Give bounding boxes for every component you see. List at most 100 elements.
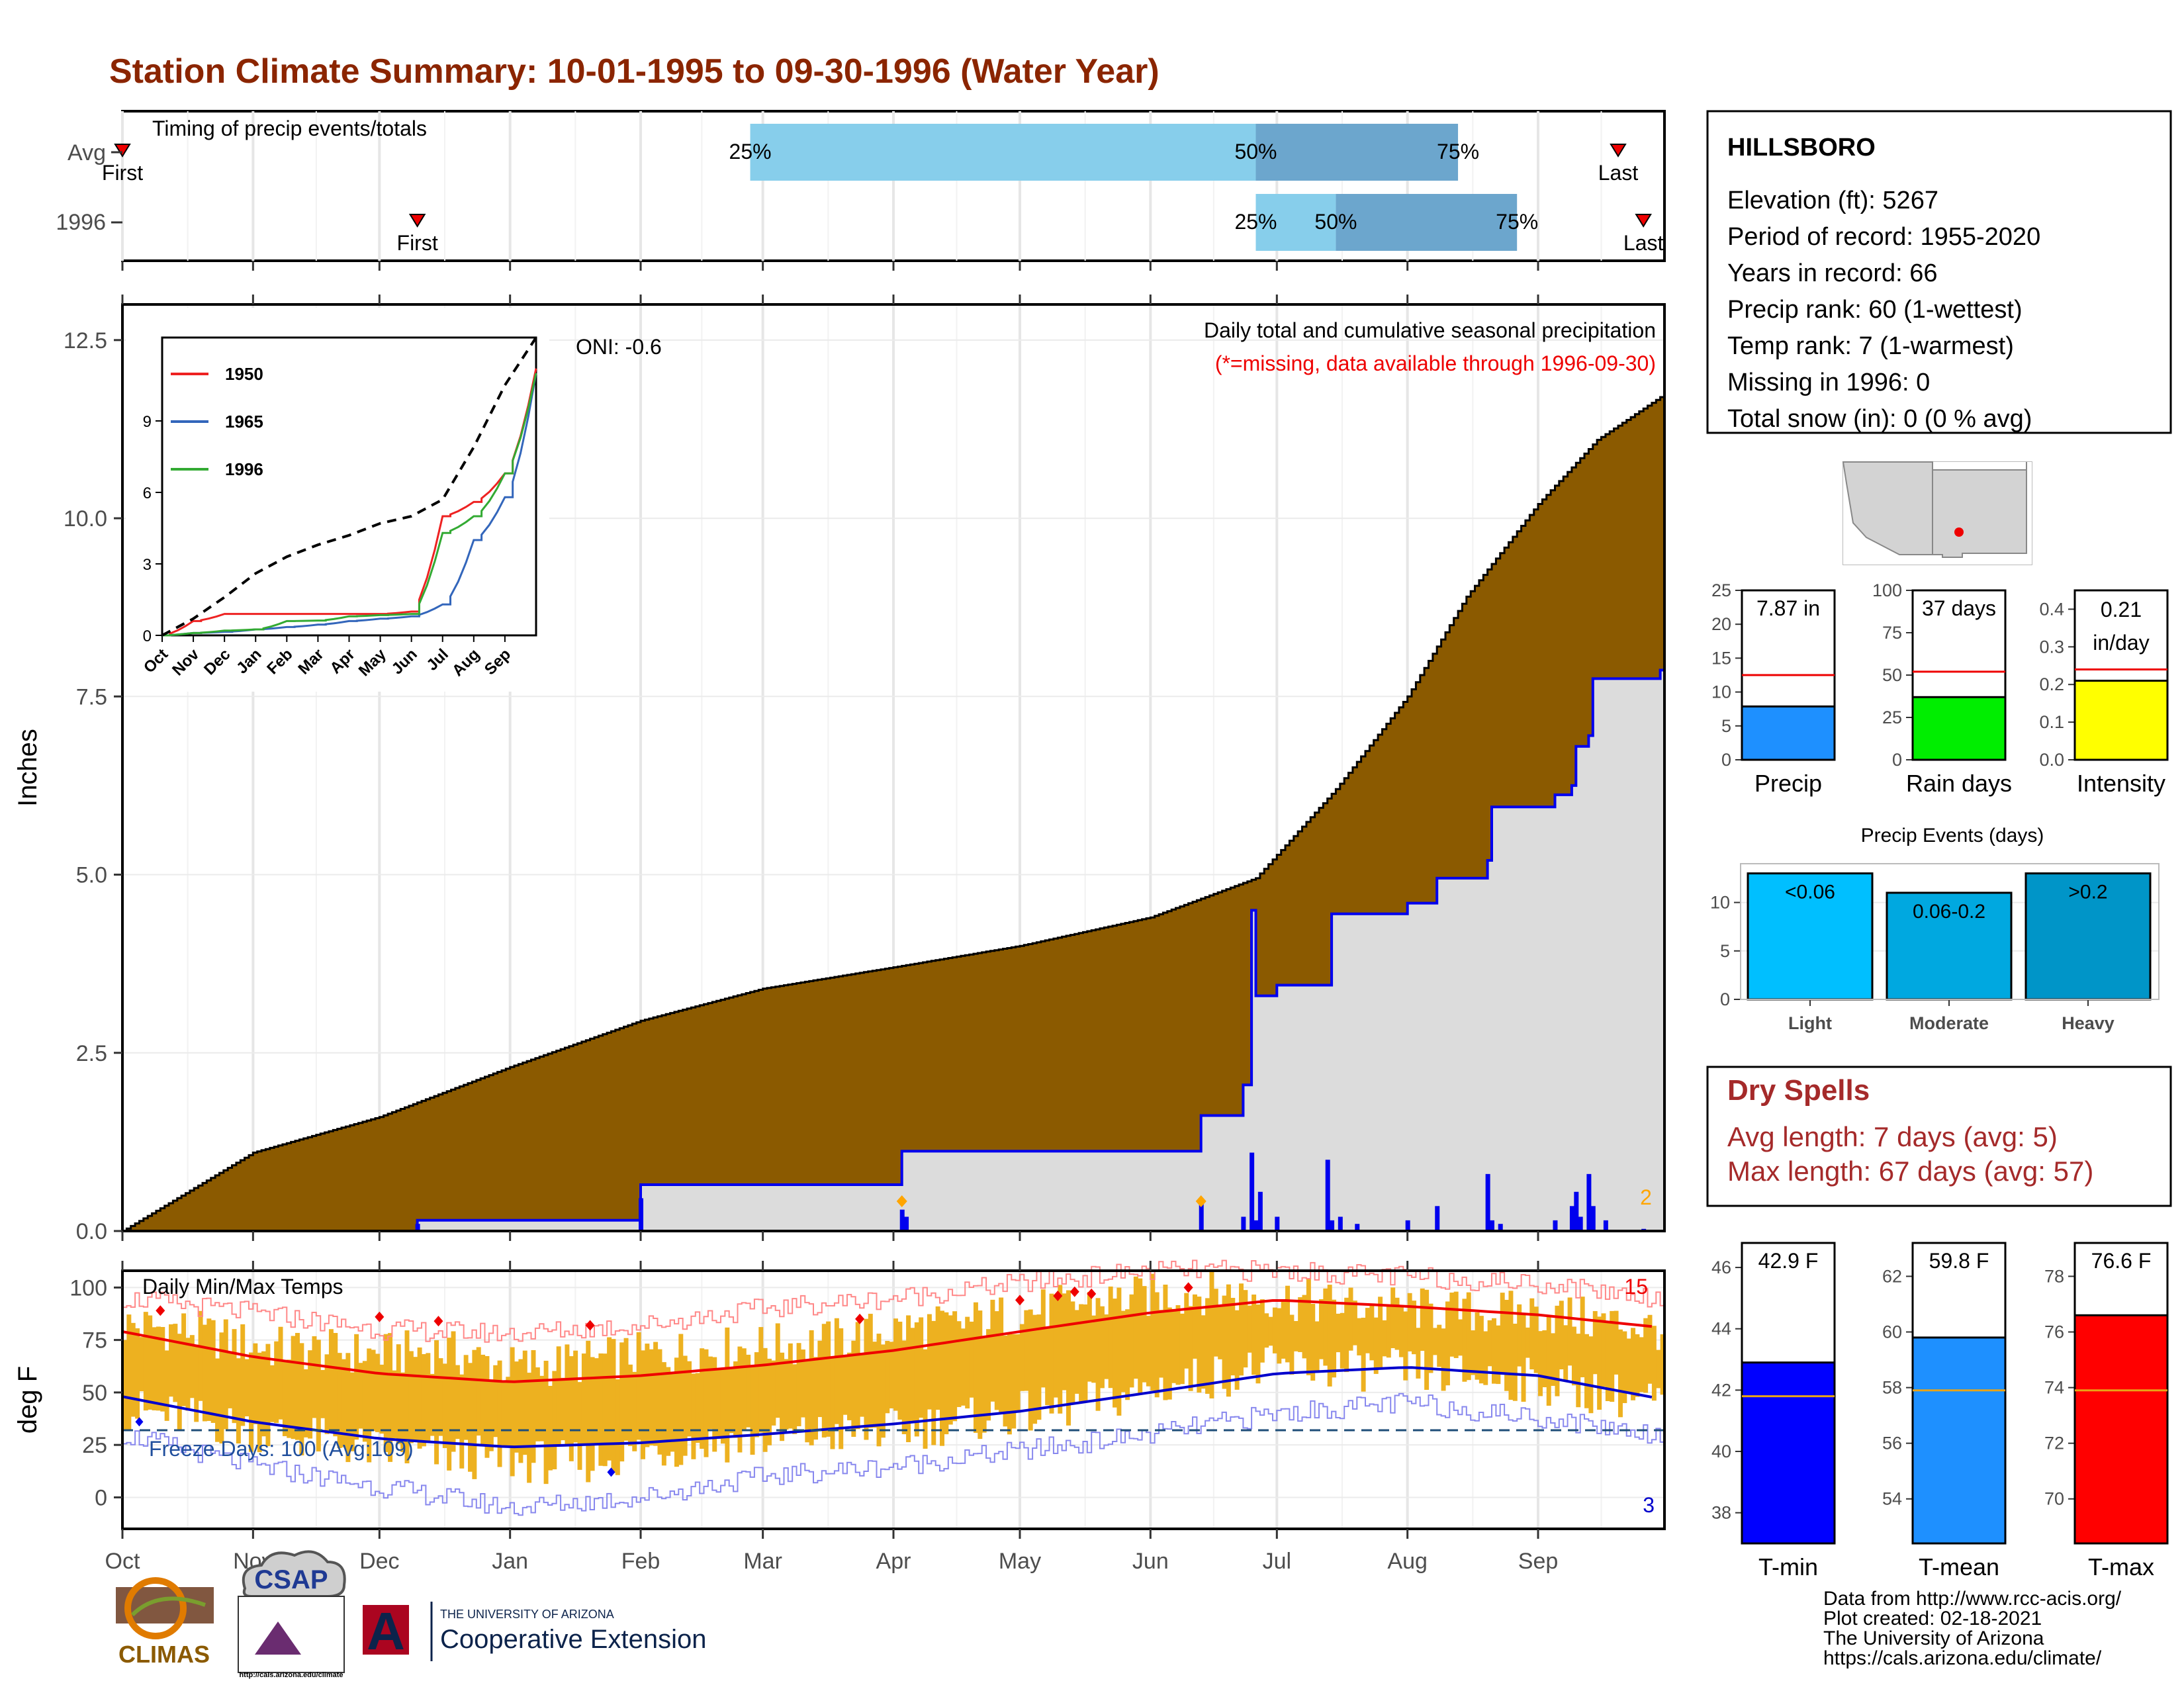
daily-temp-bar	[1259, 1299, 1265, 1363]
month-label: Oct	[105, 1549, 140, 1574]
stat-bar	[1911, 1336, 2007, 1545]
daily-temp-bar	[274, 1341, 279, 1424]
daily-temp-bar	[135, 1328, 140, 1419]
main-y-tick-label: 12.5	[64, 328, 107, 353]
daily-temp-bar	[295, 1332, 300, 1440]
climas-logo[interactable]: CLIMAS	[116, 1577, 214, 1668]
daily-temp-bar	[834, 1318, 839, 1424]
daily-temp-bar	[1563, 1325, 1569, 1381]
daily-temp-bar	[885, 1341, 890, 1414]
daily-temp-bar	[906, 1315, 911, 1443]
daily-temp-bar	[1344, 1297, 1349, 1373]
month-label: Feb	[621, 1549, 660, 1574]
daily-temp-bar	[1091, 1315, 1097, 1383]
inset-series-line	[162, 373, 537, 637]
daily-temp-bar	[1104, 1314, 1109, 1379]
daily-temp-bar	[1647, 1314, 1653, 1384]
season-cumulative-area	[122, 670, 1664, 1231]
timing-panel: Timing of precip events/totals Avg 1996 …	[56, 110, 1666, 262]
timing-marker-label: First	[397, 231, 438, 255]
timing-pct-label: 75%	[1437, 140, 1479, 163]
daily-temp-bar	[1125, 1309, 1130, 1400]
record-high-marker	[375, 1311, 385, 1322]
daily-temp-bar	[678, 1334, 684, 1465]
main-precip-panel: 0.0 2.5 5.0 7.5 10.0 12.5 Inches Daily total …	[13, 303, 1666, 1244]
daily-temp-bar	[522, 1350, 527, 1455]
daily-temp-bar	[1592, 1310, 1598, 1375]
daily-temp-bar	[1268, 1316, 1273, 1346]
daily-temp-bar	[316, 1340, 321, 1452]
daily-temp-bar	[1453, 1291, 1459, 1358]
ua-big-text: Cooperative Extension	[440, 1625, 706, 1654]
daily-temp-bar	[1500, 1293, 1505, 1373]
daily-temp-bar	[1407, 1293, 1412, 1351]
daily-temp-bar	[1622, 1331, 1627, 1403]
event-bar-label: >0.2	[2068, 882, 2107, 903]
daily-temp-bar	[788, 1343, 793, 1429]
daily-temp-bar	[1639, 1337, 1644, 1393]
temp-title: Daily Min/Max Temps	[142, 1275, 343, 1299]
daily-temp-bar	[303, 1369, 308, 1438]
daily-temp-bar	[561, 1377, 566, 1441]
daily-temp-bar	[1251, 1294, 1257, 1375]
temp-y-tick-label: 25	[82, 1433, 107, 1458]
daily-temp-bar	[1471, 1330, 1476, 1375]
daily-temp-bar	[780, 1352, 785, 1441]
month-label: Apr	[876, 1549, 911, 1574]
station-marker	[1954, 527, 1964, 537]
record-high-marker	[1053, 1291, 1063, 1302]
stat-tick-label: 25	[1882, 708, 1902, 727]
new-mexico-shape	[1932, 469, 2027, 558]
freeze-label: Freeze Days: 100 (Avg:109)	[149, 1437, 414, 1461]
stat-tick-label: 70	[2044, 1489, 2064, 1509]
daily-temp-bar	[1138, 1278, 1143, 1394]
daily-precip-bar	[1498, 1224, 1503, 1231]
month-label: Dec	[359, 1549, 399, 1574]
daily-temp-bar	[1378, 1297, 1383, 1367]
daily-temp-bar	[1357, 1318, 1362, 1355]
record-high-marker	[1069, 1286, 1079, 1297]
daily-temp-bar	[602, 1353, 608, 1467]
stat-value: in/day	[2093, 631, 2149, 655]
daily-temp-bar	[156, 1326, 161, 1411]
daily-temp-bar	[919, 1317, 924, 1418]
daily-temp-bar	[670, 1371, 675, 1452]
timing-bar-25-50	[1255, 194, 1336, 251]
timing-marker-label: Last	[1623, 231, 1664, 255]
daily-temp-bar	[210, 1320, 216, 1423]
daily-temp-bar	[1412, 1301, 1416, 1355]
stat-tick-label: 75	[1882, 623, 1902, 643]
stat-value: 37 days	[1922, 596, 1996, 620]
stat-bar	[1911, 696, 2007, 761]
daily-temp-bar	[876, 1334, 882, 1447]
daily-temp-bar	[1559, 1301, 1564, 1370]
stat-value: 76.6 F	[2091, 1249, 2152, 1273]
stat-tick-label: 60	[1882, 1322, 1902, 1342]
avg-cumulative-line	[122, 396, 1664, 1232]
daily-temp-bar	[1205, 1298, 1210, 1394]
daily-temp-bar	[1332, 1299, 1337, 1378]
info-line: Precip rank: 60 (1-wettest)	[1727, 296, 2023, 324]
daily-temp-bar	[1601, 1313, 1606, 1387]
stat-tick-label: 0.3	[2039, 637, 2064, 657]
record-high-marker	[855, 1313, 865, 1324]
daily-temp-bar	[910, 1328, 915, 1421]
ua-logo[interactable]: A THE UNIVERSITY OF ARIZONA Cooperative …	[363, 1602, 706, 1661]
csap-logo[interactable]: CSAP http://cals.arizona.edu/climate	[238, 1550, 346, 1679]
daily-temp-bar	[940, 1310, 944, 1446]
daily-temp-bar	[1449, 1293, 1455, 1357]
stat-tick-label: 44	[1711, 1319, 1731, 1339]
climas-logo-swoosh	[130, 1596, 206, 1617]
record-high-marker	[1183, 1282, 1193, 1293]
daily-temp-bar	[1386, 1304, 1391, 1358]
daily-temp-bar	[1432, 1328, 1437, 1355]
daily-temp-bar	[552, 1371, 557, 1470]
stat-tick-label: 50	[1882, 665, 1902, 685]
missing-marker	[896, 1195, 907, 1207]
daily-temp-bar	[704, 1349, 709, 1457]
record-high-marker	[433, 1316, 443, 1327]
dry-max: Max length: 67 days (avg: 57)	[1727, 1156, 2093, 1187]
daily-temp-bar	[1445, 1301, 1450, 1386]
daily-temp-bar	[1163, 1285, 1168, 1400]
daily-temp-bar	[737, 1346, 743, 1453]
